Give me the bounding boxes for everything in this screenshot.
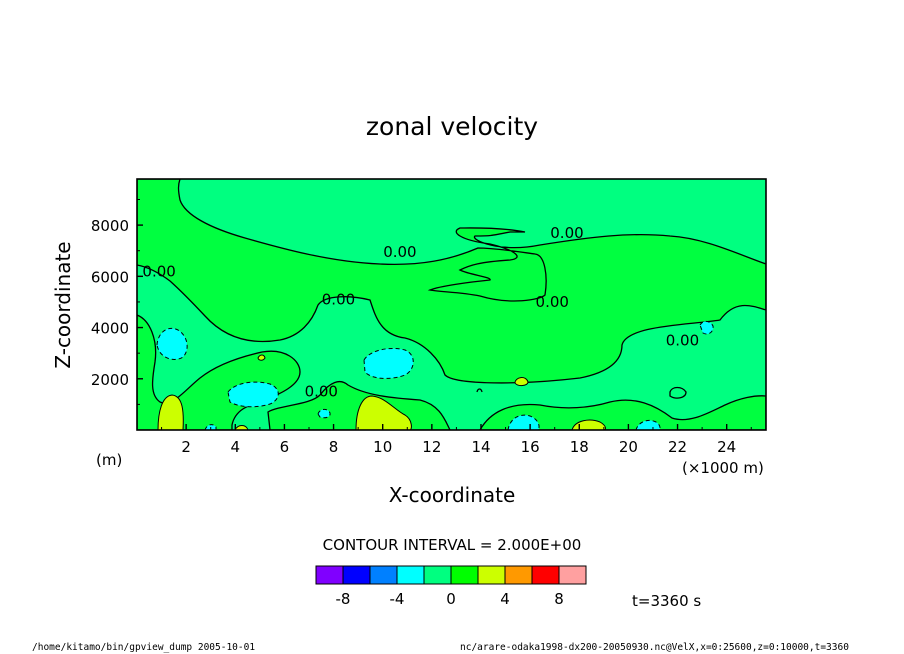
footer-right: nc/arare-odaka1998-dx200-20050930.nc@Vel… — [460, 642, 849, 653]
contour-label: 0.00 — [383, 243, 416, 261]
strong-positive-cell-1 — [157, 394, 184, 430]
colorbar-swatch — [315, 565, 344, 585]
contour-label: 0.00 — [666, 331, 699, 349]
y-axis: 2000 4000 6000 8000 — [91, 198, 143, 405]
x-tick-label: 18 — [570, 438, 589, 456]
negative-cell-5 — [507, 414, 540, 430]
zero-contour-island-2 — [476, 388, 483, 393]
colorbar — [315, 565, 587, 585]
colorbar-label: 4 — [500, 590, 510, 608]
x-tick-label: 6 — [280, 438, 290, 456]
y-tick-label: 8000 — [91, 217, 129, 235]
colorbar-swatch — [558, 565, 587, 585]
x-tick-label: 10 — [373, 438, 392, 456]
x-unit-label: (×1000 m) — [682, 459, 764, 477]
contour-interval-label: CONTOUR INTERVAL = 2.000E+00 — [323, 536, 582, 554]
colorbar-label: 0 — [446, 590, 456, 608]
footer-left: /home/kitamo/bin/gpview_dump 2005-10-01 — [32, 642, 255, 653]
y-tick-label: 4000 — [91, 320, 129, 338]
contour-label: 0.00 — [322, 291, 355, 309]
colorbar-labels: -8 -4 0 4 8 — [336, 590, 564, 608]
positive-region-right — [479, 395, 766, 430]
x-tick-label: 8 — [329, 438, 339, 456]
strong-positive-cell-5 — [257, 354, 266, 361]
x-tick-label: 20 — [619, 438, 638, 456]
colorbar-swatch — [369, 565, 398, 585]
colorbar-swatch — [531, 565, 560, 585]
y-axis-title: Z-coordinate — [51, 241, 75, 368]
colorbar-label: 8 — [554, 590, 564, 608]
x-tick-label: 2 — [181, 438, 191, 456]
negative-cell-7 — [317, 408, 331, 419]
x-tick-label: 12 — [422, 438, 441, 456]
plot-frame — [136, 178, 767, 431]
y-tick-label: 2000 — [91, 371, 129, 389]
strong-positive-cell-2 — [355, 395, 412, 430]
strong-positive-cell-3 — [514, 377, 529, 386]
negative-cell-2 — [227, 381, 279, 408]
plot-area: 0.00 0.00 0.00 0.00 0.00 0.00 0.00 — [136, 178, 767, 431]
colorbar-label: -8 — [336, 590, 351, 608]
y-unit-label: (m) — [96, 451, 122, 469]
contour-label: 0.00 — [142, 262, 175, 280]
contour-fills — [137, 179, 766, 430]
x-tick-label: 4 — [231, 438, 241, 456]
negative-cell-1 — [156, 327, 188, 360]
contour-label: 0.00 — [536, 293, 569, 311]
colorbar-swatch — [450, 565, 479, 585]
contour-labels: 0.00 0.00 0.00 0.00 0.00 0.00 0.00 — [142, 224, 699, 401]
x-tick-label: 22 — [668, 438, 687, 456]
colorbar-swatch — [423, 565, 452, 585]
x-tick-label: 16 — [521, 438, 540, 456]
x-tick-label: 24 — [717, 438, 736, 456]
x-tick-label: 14 — [471, 438, 490, 456]
negative-cell-3 — [363, 347, 414, 379]
colorbar-swatch — [504, 565, 533, 585]
colorbar-swatch — [477, 565, 506, 585]
x-axis: 2 4 6 8 10 12 14 16 18 20 22 24 — [161, 424, 752, 456]
y-tick-label: 6000 — [91, 268, 129, 286]
colorbar-swatch — [396, 565, 425, 585]
negative-cell-6 — [635, 419, 661, 430]
zero-contour-island-1 — [669, 386, 687, 399]
colorbar-label: -4 — [390, 590, 405, 608]
x-axis-title: X-coordinate — [389, 483, 516, 507]
negative-cell-4 — [699, 320, 714, 335]
contour-label: 0.00 — [550, 224, 583, 242]
positive-region-upper — [137, 179, 766, 384]
colorbar-swatch — [342, 565, 371, 585]
chart-title: zonal velocity — [366, 112, 538, 141]
time-label: t=3360 s — [632, 592, 701, 610]
contour-label: 0.00 — [305, 383, 338, 401]
